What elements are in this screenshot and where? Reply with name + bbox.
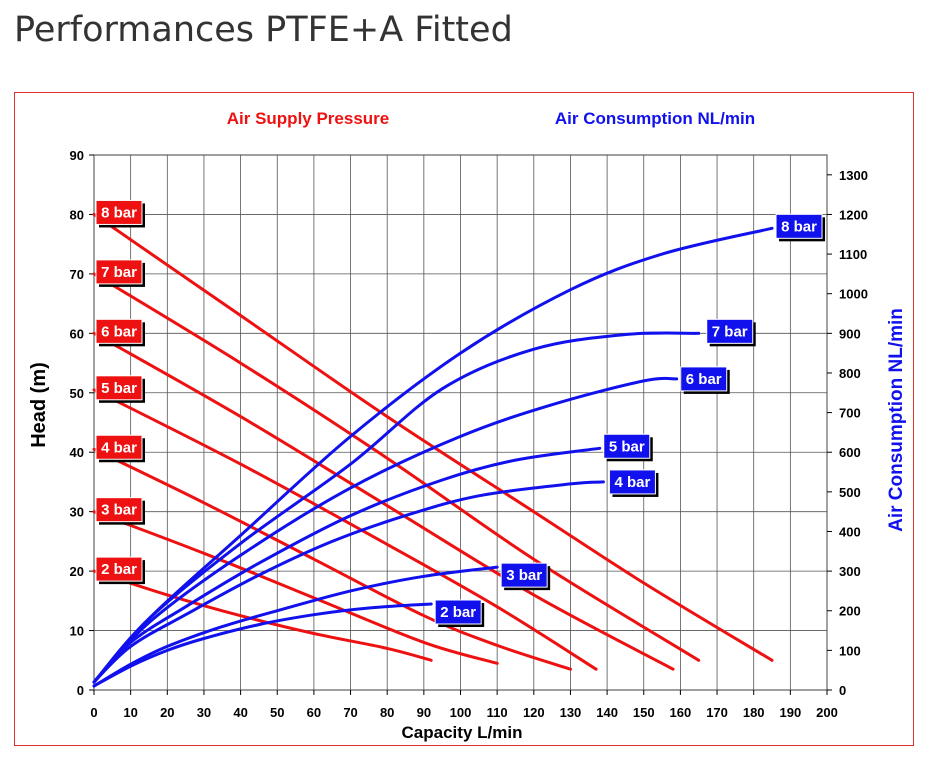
- air-tag-8-bar: 8 bar: [776, 214, 825, 241]
- y-tick-label: 0: [77, 683, 84, 698]
- tag-label: 7 bar: [712, 323, 748, 340]
- tag-label: 5 bar: [101, 380, 137, 397]
- header-right: Air Consumption NL/min: [555, 109, 755, 128]
- y2-tick-label: 600: [839, 445, 861, 460]
- x-tick-label: 160: [670, 705, 692, 720]
- y2-tick-label: 300: [839, 564, 861, 579]
- x-tick-label: 80: [380, 705, 394, 720]
- x-tick-label: 150: [633, 705, 655, 720]
- head-tag-2-bar: 2 bar: [96, 557, 145, 584]
- x-tick-label: 120: [523, 705, 545, 720]
- x-tick-label: 170: [706, 705, 728, 720]
- air-tag-5-bar: 5 bar: [604, 434, 653, 461]
- y-axis-title: Head (m): [28, 362, 50, 448]
- y2-tick-label: 1200: [839, 207, 868, 222]
- y-tick-label: 40: [70, 445, 84, 460]
- x-tick-label: 50: [270, 705, 284, 720]
- y2-tick-label: 400: [839, 524, 861, 539]
- tag-label: 8 bar: [781, 218, 817, 235]
- y2-tick-label: 500: [839, 485, 861, 500]
- head-tag-4-bar: 4 bar: [96, 435, 145, 462]
- y2-tick-label: 200: [839, 604, 861, 619]
- tag-label: 6 bar: [686, 371, 722, 388]
- y-tick-label: 60: [70, 326, 84, 341]
- y2-tick-label: 700: [839, 406, 861, 421]
- tag-label: 7 bar: [101, 264, 137, 281]
- x-axis-title: Capacity L/min: [402, 723, 523, 742]
- tag-label: 3 bar: [101, 502, 137, 519]
- y2-tick-label: 0: [839, 683, 846, 698]
- tag-label: 2 bar: [440, 604, 476, 621]
- x-tick-label: 110: [487, 705, 508, 720]
- air-tag-7-bar: 7 bar: [707, 319, 756, 346]
- x-tick-label: 90: [417, 705, 431, 720]
- y-tick-label: 10: [70, 624, 84, 639]
- x-tick-label: 70: [343, 705, 357, 720]
- x-tick-label: 30: [197, 705, 211, 720]
- head-tag-5-bar: 5 bar: [96, 376, 145, 403]
- air-tag-4-bar: 4 bar: [609, 470, 658, 497]
- head-tag-3-bar: 3 bar: [96, 498, 145, 525]
- x-tick-label: 130: [560, 705, 582, 720]
- x-tick-label: 40: [233, 705, 247, 720]
- x-tick-label: 200: [816, 705, 838, 720]
- tag-label: 5 bar: [609, 438, 645, 455]
- y2-tick-label: 1300: [839, 168, 868, 183]
- tag-label: 6 bar: [101, 323, 137, 340]
- tag-label: 2 bar: [101, 561, 137, 578]
- y-tick-label: 50: [70, 386, 84, 401]
- x-tick-label: 140: [596, 705, 618, 720]
- air-tag-3-bar: 3 bar: [501, 563, 550, 590]
- head-tag-7-bar: 7 bar: [96, 260, 145, 287]
- y-tick-label: 80: [70, 207, 84, 222]
- y-tick-label: 90: [70, 148, 84, 163]
- performance-chart: 0 10 20 30 40 50 60 70 80 90 100 110 120 130 140 150 160…: [0, 0, 931, 763]
- x-tick-label: 100: [450, 705, 472, 720]
- x-tick-label: 60: [307, 705, 321, 720]
- y2-tick-label: 800: [839, 366, 861, 381]
- y2-tick-label: 1100: [839, 247, 867, 262]
- x-tick-label: 190: [779, 705, 801, 720]
- air-tag-2-bar: 2 bar: [435, 600, 484, 627]
- y-tick-label: 70: [70, 267, 84, 282]
- x-tick-label: 20: [160, 705, 174, 720]
- y2-axis-title: Air Consumption NL/min: [886, 308, 907, 532]
- y-tick-label: 20: [70, 564, 84, 579]
- header-left: Air Supply Pressure: [227, 109, 390, 128]
- tag-label: 4 bar: [101, 439, 137, 456]
- y2-tick-label: 900: [839, 326, 861, 341]
- head-tag-8-bar: 8 bar: [96, 200, 145, 227]
- head-tag-6-bar: 6 bar: [96, 319, 145, 346]
- x-tick-label: 10: [123, 705, 137, 720]
- tag-label: 4 bar: [615, 474, 651, 491]
- tag-label: 8 bar: [101, 204, 137, 221]
- y2-tick-label: 1000: [839, 287, 868, 302]
- air-tag-6-bar: 6 bar: [681, 367, 730, 394]
- y2-tick-label: 100: [839, 643, 861, 658]
- y-tick-label: 30: [70, 505, 84, 520]
- tag-label: 3 bar: [506, 567, 542, 584]
- x-tick-label: 180: [743, 705, 765, 720]
- x-tick-label: 0: [90, 705, 97, 720]
